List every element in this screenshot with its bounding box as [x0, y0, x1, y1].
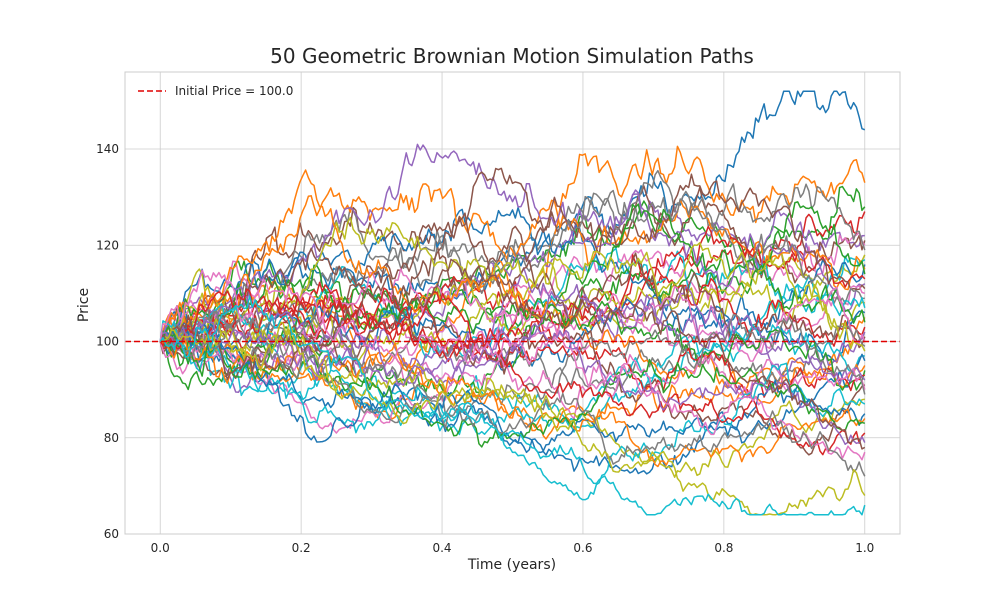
chart-title: 50 Geometric Brownian Motion Simulation …: [270, 44, 754, 68]
x-tick-label: 0.4: [432, 541, 451, 555]
simulation-path-39: [159, 315, 865, 478]
simulation-path-46: [159, 258, 866, 450]
simulation-path-27: [159, 268, 866, 374]
y-axis-label: Price: [76, 288, 92, 322]
y-axis-ticks: 60 80 100 120 140: [96, 142, 119, 541]
x-axis-label: Time (years): [467, 557, 556, 573]
x-tick-label: 1.0: [855, 541, 874, 555]
simulation-path-12: [159, 183, 866, 342]
simulation-path-8: [159, 169, 866, 349]
x-tick-label: 0.8: [714, 541, 733, 555]
legend: Initial Price = 100.0: [138, 84, 293, 98]
simulation-path-28: [159, 306, 866, 392]
plot-frame: [124, 71, 901, 535]
simulation-path-32: [159, 169, 866, 404]
y-tick-label: 80: [104, 431, 119, 445]
simulation-paths: [159, 90, 866, 516]
x-tick-label: 0.2: [292, 541, 311, 555]
simulation-path-43: [159, 325, 865, 448]
simulation-path-44: [159, 281, 866, 456]
x-tick-label: 0.6: [573, 541, 592, 555]
simulation-path-21: [159, 293, 866, 372]
simulation-path-50: [159, 295, 866, 516]
simulation-path-14: [159, 225, 866, 357]
simulation-path-22: [159, 314, 866, 440]
simulation-path-17: [159, 285, 866, 389]
legend-label: Initial Price = 100.0: [175, 84, 293, 98]
simulation-path-45: [159, 317, 866, 445]
simulation-path-40: [159, 320, 866, 501]
x-axis-ticks: 0.0 0.2 0.4 0.6 0.8 1.0: [151, 541, 875, 555]
simulation-path-47: [159, 269, 866, 461]
y-tick-label: 60: [104, 527, 119, 541]
simulation-path-34: [159, 287, 865, 399]
simulation-path-31: [159, 331, 866, 475]
simulation-path-42: [159, 339, 866, 468]
simulation-path-11: [159, 206, 866, 342]
simulation-path-37: [159, 341, 866, 434]
y-tick-label: 140: [96, 142, 119, 156]
simulation-path-48: [159, 318, 866, 477]
y-tick-label: 120: [96, 238, 119, 252]
simulation-path-35: [159, 283, 866, 394]
simulation-path-49: [159, 321, 866, 516]
y-tick-label: 100: [96, 335, 119, 349]
x-tick-label: 0.0: [151, 541, 170, 555]
simulation-path-41: [160, 323, 866, 454]
